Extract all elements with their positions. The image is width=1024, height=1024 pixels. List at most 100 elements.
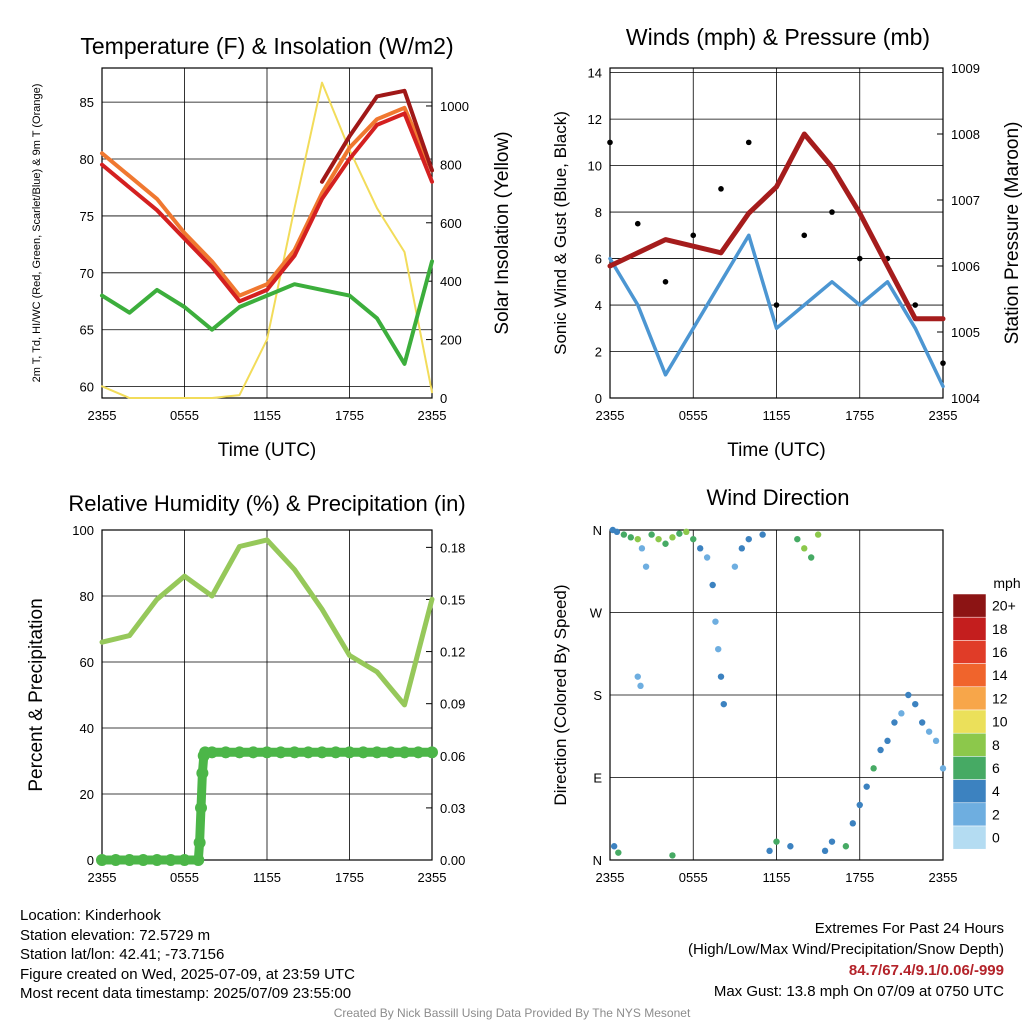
direction-point xyxy=(787,843,794,850)
direction-point xyxy=(794,535,801,543)
direction-point xyxy=(863,783,870,790)
direction-point xyxy=(648,531,655,538)
y-tick-label: S xyxy=(593,688,602,703)
x-tick-label: 2355 xyxy=(929,870,958,885)
x-tick-label: 0555 xyxy=(170,408,199,423)
direction-point xyxy=(766,847,773,855)
direction-point xyxy=(891,719,898,726)
legend-swatch xyxy=(952,640,987,664)
chart-title: Relative Humidity (%) & Precipitation (i… xyxy=(68,491,465,516)
gust-point xyxy=(662,279,669,285)
direction-point xyxy=(720,700,727,708)
temp-2m-line xyxy=(100,111,434,304)
y-axis-label: Sonic Wind & Gust (Blue, Black) xyxy=(551,111,570,355)
precip-point xyxy=(151,854,163,866)
y-tick-label: 100 xyxy=(72,523,94,538)
direction-point xyxy=(925,728,933,735)
x-tick-label: 2355 xyxy=(418,408,447,423)
y2-tick-label: 800 xyxy=(440,157,462,172)
direction-point xyxy=(613,528,621,536)
y2-tick-label: 1009 xyxy=(951,61,980,76)
y2-tick-label: 0.09 xyxy=(440,697,465,712)
plot-frame xyxy=(101,529,433,861)
y-tick-label: 80 xyxy=(80,152,94,167)
x-tick-label: 1755 xyxy=(845,408,874,423)
precip-point xyxy=(233,746,246,759)
legend-swatch xyxy=(952,779,987,804)
x-tick-label: 2355 xyxy=(596,870,625,885)
heat-index-line xyxy=(320,88,434,184)
legend-label: 16 xyxy=(992,644,1008,660)
y2-tick-label: 0.12 xyxy=(440,645,465,660)
max-gust: Max Gust: 13.8 mph On 07/09 at 0750 UTC xyxy=(713,983,1004,1000)
x-tick-label: 1155 xyxy=(253,870,281,885)
direction-point xyxy=(877,746,884,754)
y2-tick-label: 400 xyxy=(440,274,462,289)
direction-point xyxy=(638,545,646,552)
direction-point xyxy=(828,838,836,845)
y2-tick-label: 0.18 xyxy=(440,540,465,555)
y2-tick-label: 1004 xyxy=(951,391,980,406)
legend-swatch xyxy=(952,825,987,850)
station-info: Location: Kinderhook Station elevation: … xyxy=(20,906,355,1004)
sonic-wind-line xyxy=(608,233,945,389)
legend-label: 18 xyxy=(992,621,1008,637)
y-tick-label: 40 xyxy=(80,721,94,736)
precip-point xyxy=(178,854,191,866)
direction-point xyxy=(856,801,863,809)
credit-line: Created By Nick Bassill Using Data Provi… xyxy=(333,1006,691,1020)
direction-point xyxy=(634,535,641,543)
x-axis-label: Time (UTC) xyxy=(727,440,826,461)
precip-point xyxy=(137,854,150,866)
direction-point xyxy=(669,534,676,541)
direction-point xyxy=(773,838,780,845)
y-tick-label: N xyxy=(593,853,602,868)
y2-tick-label: 0.00 xyxy=(440,853,465,868)
direction-point xyxy=(870,765,877,772)
direction-point xyxy=(905,691,912,699)
y2-tick-label: 600 xyxy=(440,216,462,231)
precip-point xyxy=(247,746,260,759)
direction-point xyxy=(676,530,683,537)
x-tick-label: 0555 xyxy=(679,870,708,885)
precip-point xyxy=(206,746,218,759)
extremes-subheading: (High/Low/Max Wind/Precipitation/Snow De… xyxy=(688,941,1004,958)
plot-frame xyxy=(609,67,944,399)
y-tick-label: 70 xyxy=(80,266,94,281)
direction-point xyxy=(634,673,641,680)
precip-point xyxy=(192,854,205,866)
y-tick-label: 0 xyxy=(87,853,94,868)
gust-point xyxy=(856,255,863,262)
x-tick-label: 2355 xyxy=(88,870,117,885)
legend-label: 2 xyxy=(992,806,1000,822)
pressure-line xyxy=(607,131,946,322)
legend-label: 4 xyxy=(992,783,1000,799)
chart-title: Winds (mph) & Pressure (mb) xyxy=(626,24,930,50)
direction-point xyxy=(669,852,676,859)
chart-title: Wind Direction xyxy=(706,485,849,510)
panel-2-frame xyxy=(609,67,944,399)
y-tick-label: 6 xyxy=(595,252,602,267)
legend-label: 14 xyxy=(992,667,1008,683)
direction-point xyxy=(627,534,635,541)
precip-point xyxy=(329,746,342,759)
direction-point xyxy=(709,581,716,589)
direction-point xyxy=(884,737,891,745)
plot-frame xyxy=(609,529,944,861)
y2-tick-label: 0.03 xyxy=(440,801,465,816)
x-axis-label: Time (UTC) xyxy=(218,440,317,461)
gust-point xyxy=(634,220,641,227)
y-axis-label: Direction (Colored By Speed) xyxy=(551,584,570,805)
y2-tick-label: 0.15 xyxy=(440,592,465,607)
legend-label: 20+ xyxy=(992,598,1016,614)
x-tick-label: 2355 xyxy=(418,870,447,885)
direction-point xyxy=(655,535,662,543)
gust-point xyxy=(940,360,946,366)
solar-line xyxy=(101,81,433,399)
x-tick-label: 2355 xyxy=(88,408,117,423)
x-tick-label: 1155 xyxy=(763,870,791,885)
y-tick-label: 2 xyxy=(595,345,602,360)
legend-label: 6 xyxy=(992,760,1000,776)
x-tick-label: 0555 xyxy=(679,408,708,423)
precip-point xyxy=(193,836,206,849)
